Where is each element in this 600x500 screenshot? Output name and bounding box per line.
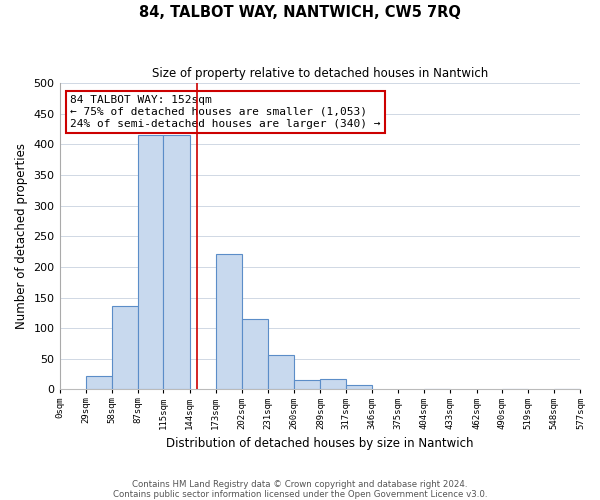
- Bar: [138, 135, 163, 390]
- Bar: [346, 384, 372, 390]
- X-axis label: Distribution of detached houses by size in Nantwich: Distribution of detached houses by size …: [166, 437, 474, 450]
- Bar: [294, 380, 320, 390]
- Bar: [502, 389, 528, 390]
- Bar: [163, 135, 190, 390]
- Bar: [112, 306, 138, 390]
- Bar: [268, 354, 294, 390]
- Bar: [242, 319, 268, 390]
- Bar: [216, 254, 242, 390]
- Text: Contains HM Land Registry data © Crown copyright and database right 2024.
Contai: Contains HM Land Registry data © Crown c…: [113, 480, 487, 499]
- Bar: [86, 376, 112, 390]
- Text: 84 TALBOT WAY: 152sqm
← 75% of detached houses are smaller (1,053)
24% of semi-d: 84 TALBOT WAY: 152sqm ← 75% of detached …: [70, 96, 380, 128]
- Bar: [424, 389, 451, 390]
- Title: Size of property relative to detached houses in Nantwich: Size of property relative to detached ho…: [152, 68, 488, 80]
- Text: 84, TALBOT WAY, NANTWICH, CW5 7RQ: 84, TALBOT WAY, NANTWICH, CW5 7RQ: [139, 5, 461, 20]
- Bar: [554, 389, 580, 390]
- Bar: [320, 379, 346, 390]
- Y-axis label: Number of detached properties: Number of detached properties: [15, 144, 28, 330]
